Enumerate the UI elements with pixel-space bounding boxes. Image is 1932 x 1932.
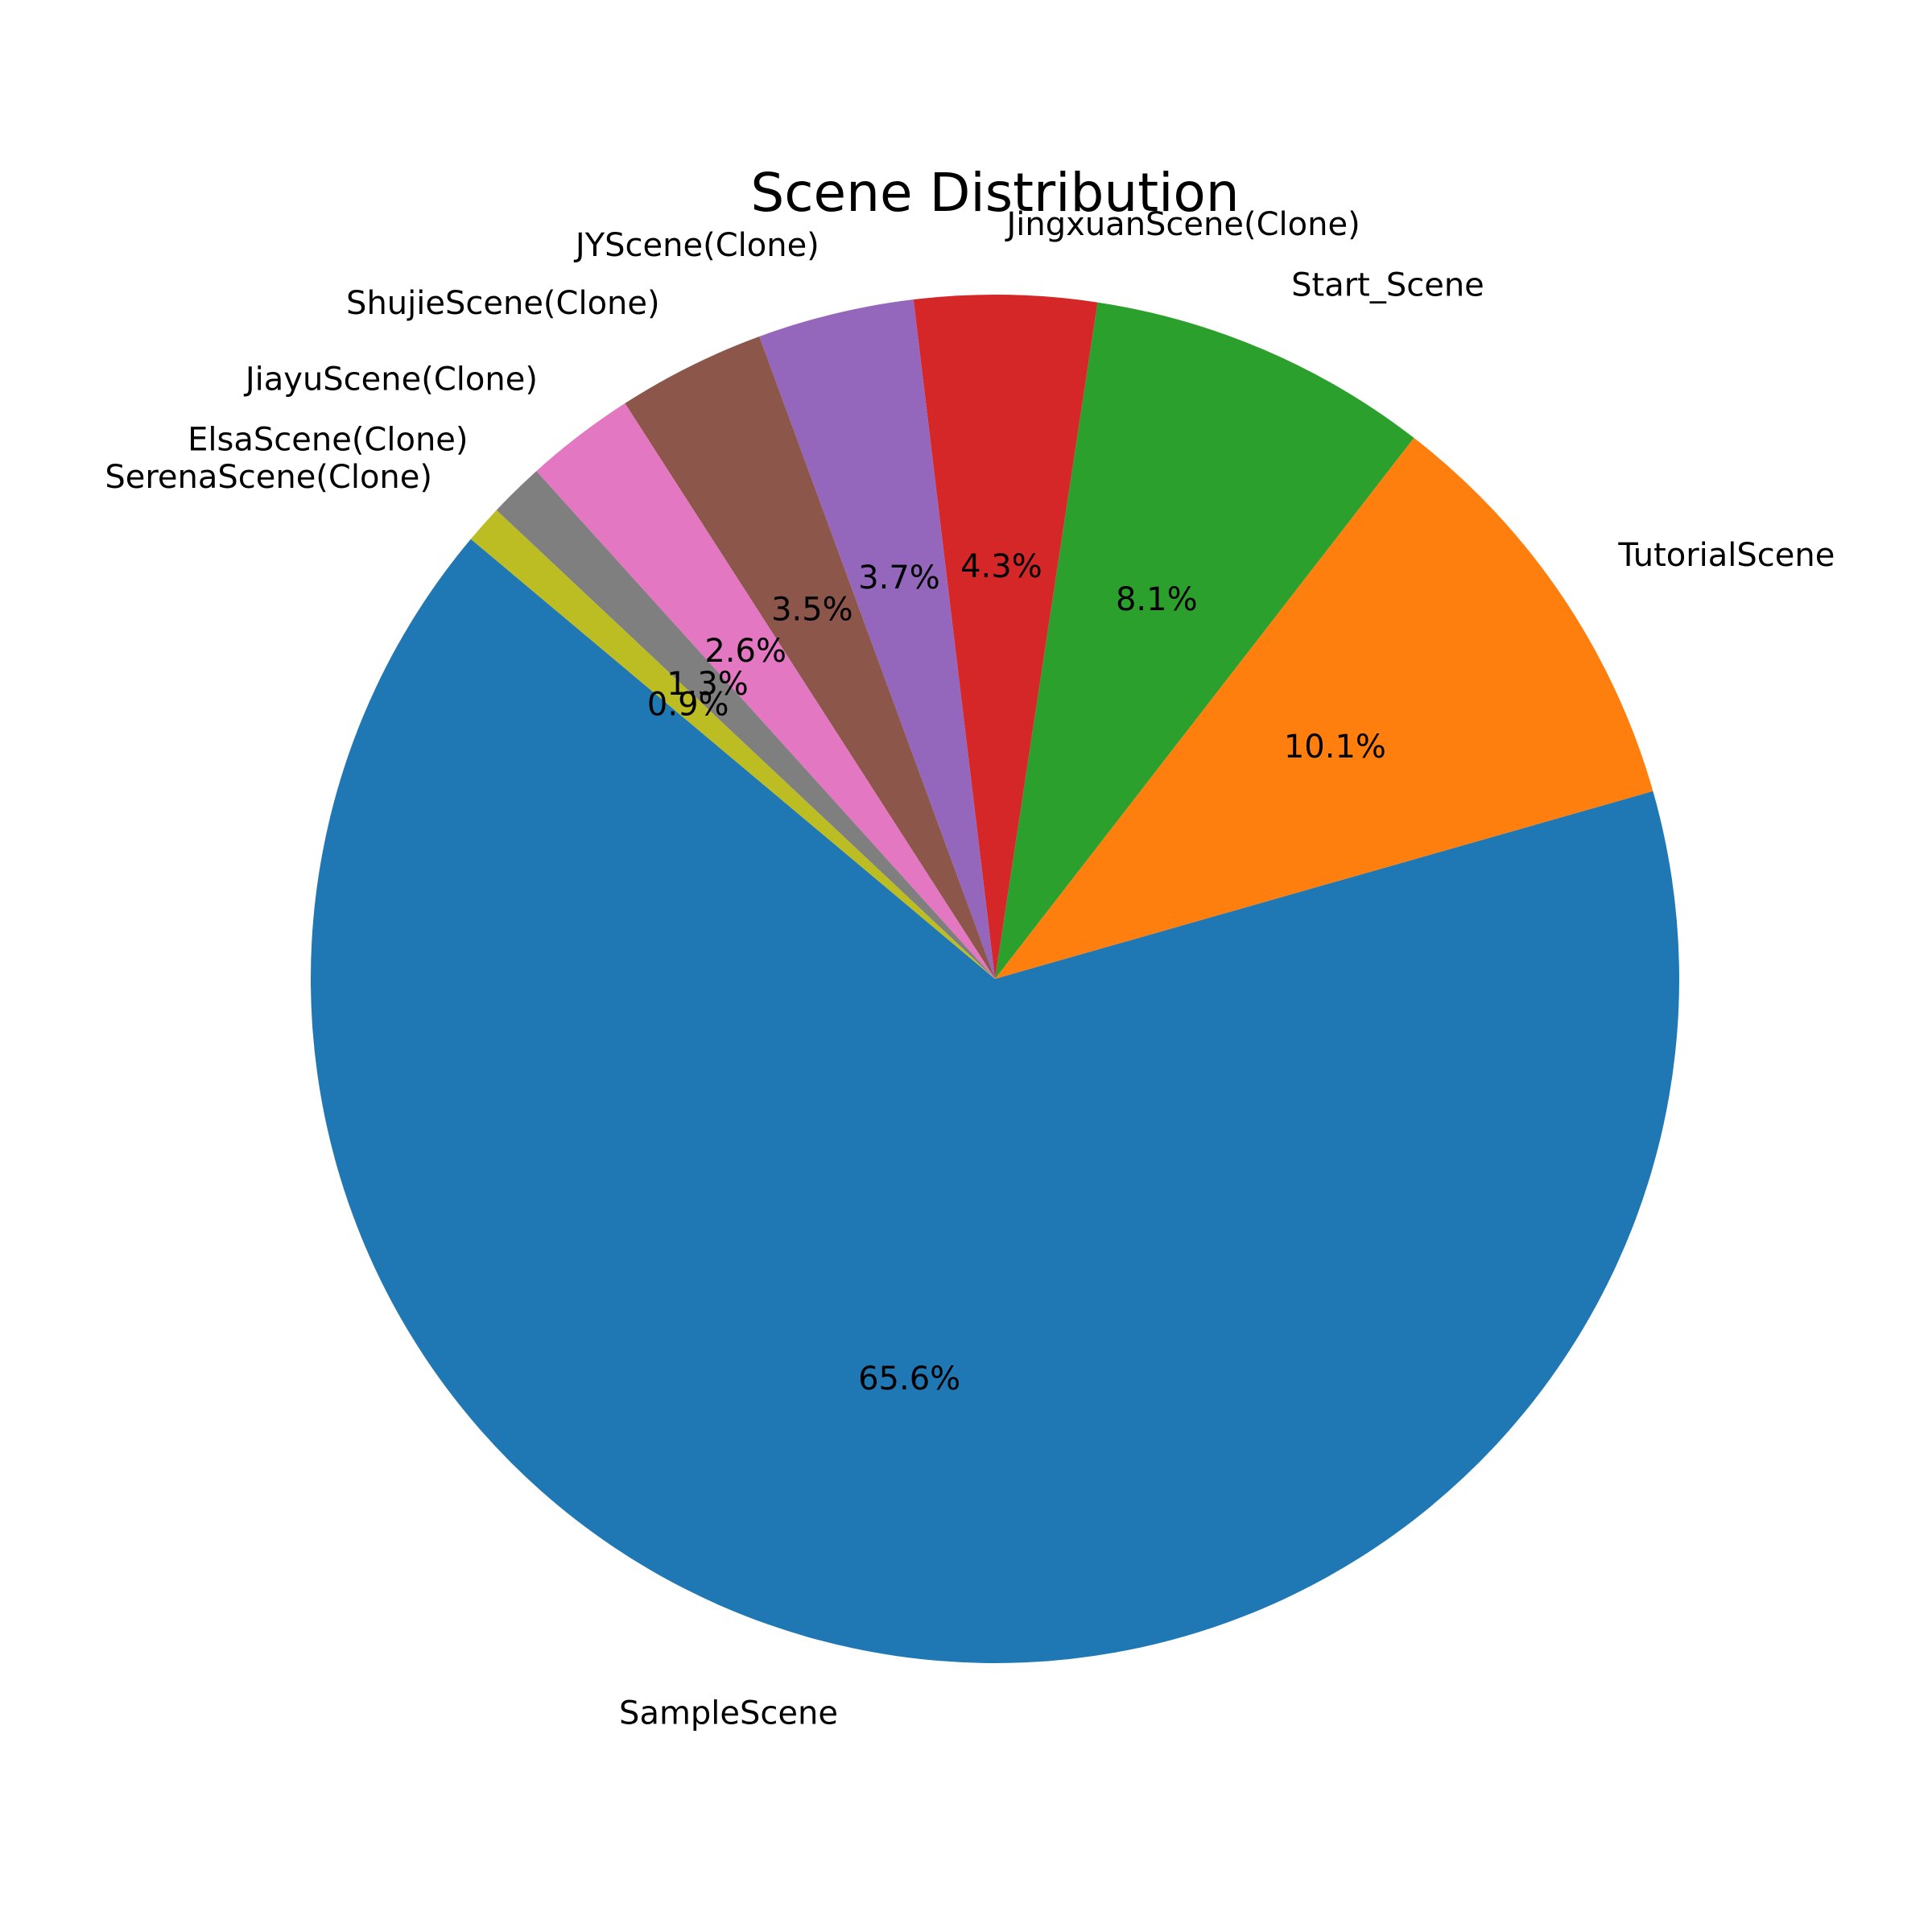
pie-slice-jingxuanscene-clone bbox=[913, 295, 1098, 980]
chart-title: Scene Distribution bbox=[750, 162, 1239, 224]
pie-slice-shujiescene-clone bbox=[625, 336, 995, 979]
pie-slice-tutorialscene bbox=[995, 437, 1653, 979]
slice-labels: SampleScene TutorialScene Start_Scene Jingx… bbox=[105, 206, 1835, 1732]
pie-slice-elsascene-clone bbox=[496, 471, 995, 979]
pct-label-jingxuanscene-clone: 4.3% bbox=[960, 548, 1042, 585]
pie-slice-samplescene bbox=[310, 539, 1679, 1663]
pie-slice-start-scene bbox=[995, 302, 1414, 979]
pie-slices bbox=[310, 295, 1679, 1663]
slice-label-jingxuanscene-clone: JingxuanScene(Clone) bbox=[1005, 206, 1360, 243]
slice-label-start-scene: Start_Scene bbox=[1291, 267, 1484, 304]
pct-label-jyscene-clone: 3.7% bbox=[858, 559, 940, 597]
slice-label-samplescene: SampleScene bbox=[619, 1695, 838, 1732]
pct-label-start-scene: 8.1% bbox=[1116, 581, 1198, 618]
slice-label-shujiescene-clone: ShujieScene(Clone) bbox=[346, 285, 660, 322]
slice-label-tutorialscene: TutorialScene bbox=[1617, 537, 1835, 574]
pct-label-serenascene-clone: 0.9% bbox=[647, 686, 729, 723]
pie-slice-jiayuscene-clone bbox=[536, 403, 995, 979]
slice-label-jiayuscene-clone: JiayuScene(Clone) bbox=[243, 361, 538, 398]
pct-label-jiayuscene-clone: 2.6% bbox=[704, 633, 786, 670]
slice-label-serenascene-clone: SerenaScene(Clone) bbox=[105, 459, 432, 496]
percentage-labels: 65.6% 10.1% 8.1% 4.3% 3.7%3.5% 2.6%1.3%0.9% bbox=[647, 548, 1386, 1397]
pct-label-shujiescene-clone: 3.5% bbox=[771, 591, 853, 628]
pct-label-elsascene-clone: 1.3% bbox=[667, 666, 749, 703]
slice-label-jyscene-clone: JYScene(Clone) bbox=[573, 227, 819, 264]
pct-label-tutorialscene: 10.1% bbox=[1284, 729, 1386, 766]
pie-slice-serenascene-clone bbox=[470, 510, 995, 979]
pie-slice-jyscene-clone bbox=[759, 299, 995, 979]
slice-label-elsascene-clone: ElsaScene(Clone) bbox=[188, 421, 468, 458]
pct-label-samplescene: 65.6% bbox=[858, 1360, 960, 1397]
